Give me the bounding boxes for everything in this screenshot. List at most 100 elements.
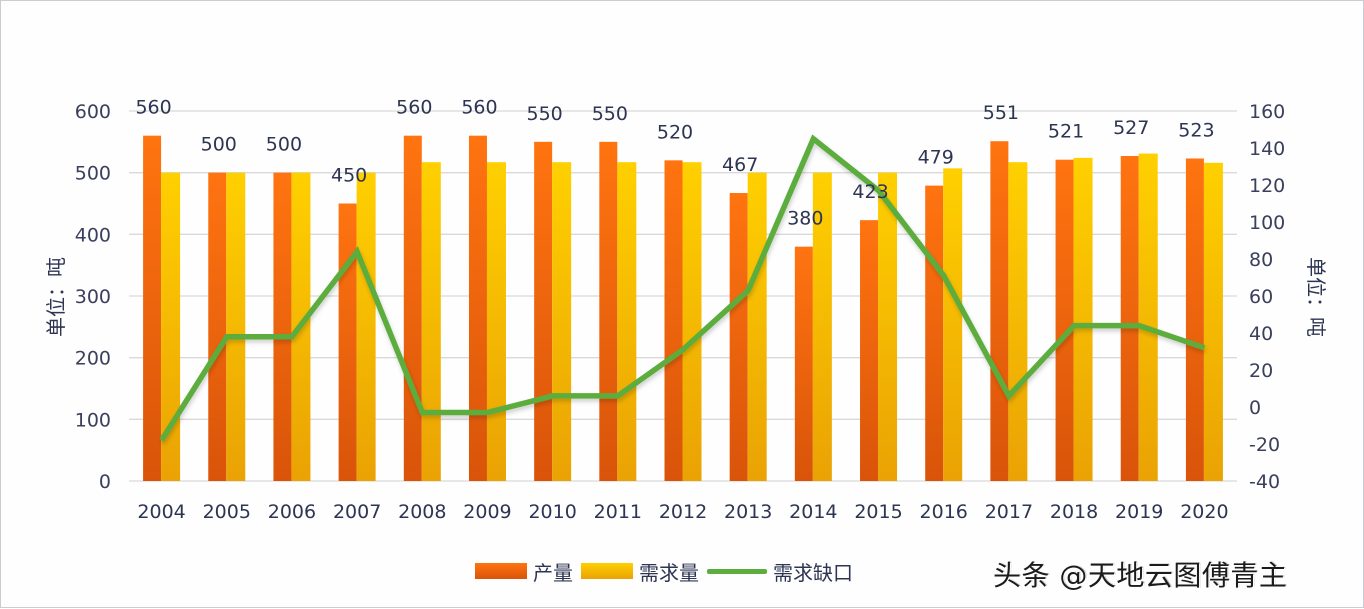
left-axis-tick: 500 (75, 163, 111, 185)
x-axis-tick: 2007 (333, 501, 381, 523)
x-axis-tick: 2004 (137, 501, 185, 523)
right-axis-tick: -20 (1249, 434, 1280, 456)
production-data-label: 560 (396, 97, 432, 119)
axes: 0 100 200 300 400 500 600 -40 -20 0 20 40 60 80 100 120… (75, 101, 1286, 523)
right-axis-tick: 80 (1249, 249, 1273, 271)
production-bar[interactable] (338, 203, 357, 482)
demand-bar[interactable] (878, 172, 898, 481)
right-axis-tick: 20 (1249, 360, 1273, 382)
demand-bar[interactable] (812, 172, 832, 481)
bar-series (143, 135, 1223, 482)
right-axis-tick: 60 (1249, 286, 1273, 308)
production-data-label: 500 (266, 134, 302, 156)
demand-bar[interactable] (1203, 162, 1223, 482)
right-axis-title: 单位：吨 (1304, 257, 1328, 337)
gap-line-swatch-icon (707, 568, 767, 574)
production-data-label: 550 (592, 103, 628, 125)
x-axis-tick: 2009 (463, 501, 511, 523)
line-series (159, 134, 1206, 442)
production-data-label: 551 (983, 102, 1019, 124)
left-axis-tick: 100 (75, 409, 111, 431)
right-axis-tick: 100 (1249, 212, 1285, 234)
demand-bar[interactable] (161, 172, 181, 481)
demand-bar[interactable] (1008, 162, 1028, 481)
x-axis-tick: 2017 (985, 501, 1033, 523)
production-bar[interactable] (990, 141, 1009, 481)
demand-gap-line[interactable] (159, 134, 1206, 442)
left-axis-tick: 200 (75, 348, 111, 370)
legend-label: 需求量 (639, 560, 699, 585)
x-axis-tick: 2016 (920, 501, 968, 523)
production-bar[interactable] (664, 160, 683, 482)
legend-item-production[interactable]: 产量 (475, 557, 573, 586)
right-axis-tick: 40 (1249, 323, 1273, 345)
x-axis-tick: 2011 (594, 501, 642, 523)
chart-legend: 产量 需求量 需求缺口 (475, 557, 855, 585)
production-bar[interactable] (729, 193, 748, 481)
production-bar[interactable] (534, 141, 553, 482)
production-data-label: 500 (201, 134, 237, 156)
demand-bar[interactable] (617, 162, 637, 481)
watermark: 头条 @天地云图傅青主 (993, 559, 1288, 592)
x-axis-tick: 2012 (659, 501, 707, 523)
data-labels: 560 500 500 450 560 560 550 550 520 467 380 423 479 5… (135, 97, 1214, 230)
production-bar[interactable] (273, 172, 292, 481)
production-data-label: 550 (527, 103, 563, 125)
right-axis-tick: 140 (1249, 138, 1285, 160)
production-data-label: 523 (1178, 119, 1214, 141)
demand-bar[interactable] (486, 162, 506, 481)
x-axis-tick: 2020 (1180, 501, 1228, 523)
demand-bar[interactable] (356, 172, 376, 481)
x-axis-tick: 2018 (1050, 501, 1098, 523)
demand-bar[interactable] (226, 172, 246, 481)
x-axis-tick: 2006 (268, 501, 316, 523)
right-axis-tick: 160 (1249, 101, 1285, 123)
demand-bar[interactable] (1073, 157, 1093, 481)
left-axis-tick: 300 (75, 286, 111, 308)
production-data-label: 479 (918, 147, 954, 169)
production-data-label: 560 (135, 97, 171, 119)
demand-bar[interactable] (747, 172, 767, 481)
production-bar[interactable] (143, 135, 162, 481)
production-data-label: 527 (1113, 117, 1149, 139)
production-bar[interactable] (208, 172, 227, 481)
production-data-label: 521 (1048, 121, 1084, 143)
left-axis-tick: 600 (75, 101, 111, 123)
production-bar[interactable] (1120, 156, 1139, 481)
production-data-label: 380 (787, 208, 823, 230)
production-bar[interactable] (860, 220, 879, 481)
demand-bar[interactable] (682, 162, 702, 481)
production-data-label: 520 (657, 121, 693, 143)
left-axis-tick: 400 (75, 224, 111, 246)
production-bar[interactable] (1185, 158, 1204, 481)
production-bar[interactable] (925, 185, 944, 481)
demand-bar[interactable] (1138, 153, 1158, 482)
production-data-label: 560 (461, 97, 497, 119)
production-bar[interactable] (599, 141, 618, 482)
x-axis-tick: 2008 (398, 501, 446, 523)
left-axis-title: 单位：吨 (44, 257, 68, 337)
production-data-label: 467 (722, 154, 758, 176)
legend-item-gap[interactable]: 需求缺口 (707, 557, 853, 586)
x-axis-tick: 2013 (724, 501, 772, 523)
demand-bar[interactable] (943, 168, 963, 481)
x-axis-tick: 2019 (1115, 501, 1163, 523)
production-bar[interactable] (794, 246, 813, 481)
right-axis-tick: 0 (1249, 397, 1261, 419)
x-axis-tick: 2014 (789, 501, 837, 523)
production-bar[interactable] (468, 135, 487, 481)
legend-item-demand[interactable]: 需求量 (581, 557, 699, 586)
x-axis-tick: 2010 (528, 501, 576, 523)
x-axis-tick: 2015 (854, 501, 902, 523)
demand-bar[interactable] (421, 162, 441, 481)
production-swatch-icon (475, 563, 527, 579)
production-bar[interactable] (403, 135, 422, 481)
demand-bar[interactable] (552, 162, 572, 481)
production-bar[interactable] (1055, 159, 1074, 481)
legend-label: 产量 (533, 560, 573, 585)
right-axis-tick: -40 (1249, 471, 1280, 493)
left-axis-tick: 0 (99, 471, 111, 493)
production-data-label: 423 (852, 181, 888, 203)
